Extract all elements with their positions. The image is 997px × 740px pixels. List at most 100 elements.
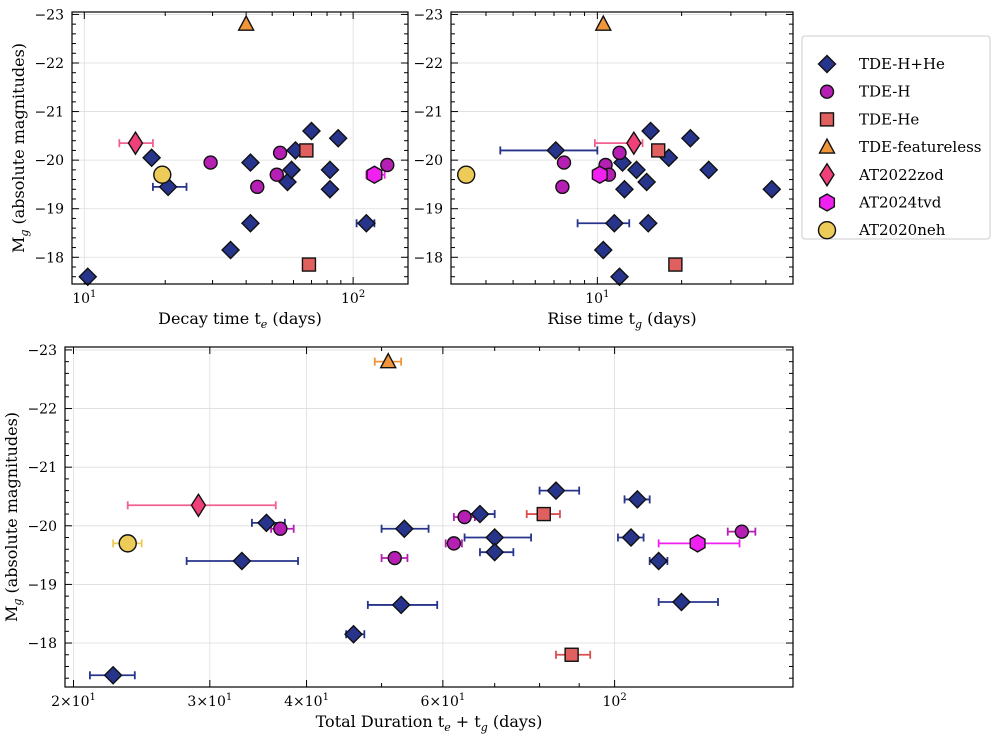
y-tick-label: −22 — [413, 56, 443, 72]
point-tde-h-he — [627, 489, 647, 509]
point-tde-h — [734, 524, 750, 539]
point-tde-h-he — [103, 665, 123, 685]
point-tde-h-he — [593, 240, 613, 260]
point-tde-h-he — [621, 528, 641, 548]
point-tde-h-he — [344, 624, 364, 644]
legend-label-at2020neh: AT2020neh — [858, 221, 946, 239]
point-at2024tvd — [366, 165, 383, 185]
y-tick-label: −22 — [34, 56, 64, 72]
y-tick-label: −18 — [34, 250, 64, 266]
y-tick-label: −22 — [27, 402, 57, 418]
legend-frame — [801, 35, 991, 240]
point-tde-h-he — [282, 160, 302, 180]
point-tde-h-he — [394, 519, 414, 539]
point-at2022zod — [626, 130, 642, 156]
point-tde-h-he — [301, 121, 321, 141]
x-tick-label: 101 — [585, 289, 609, 307]
legend-marker-at2020neh — [817, 220, 837, 240]
point-tde-h-he — [671, 592, 691, 612]
y-tick-label: −21 — [27, 460, 57, 476]
point-tde-h — [457, 509, 472, 525]
legend-marker-tde-featureless — [818, 137, 836, 154]
point-tde-h-he — [641, 121, 661, 141]
point-tde-he — [651, 143, 666, 158]
y-tick-label: −19 — [413, 202, 443, 218]
y-tick-label: −23 — [34, 7, 64, 23]
point-tde-h-he — [546, 481, 566, 501]
y-tick-label: −18 — [27, 636, 57, 652]
x-tick-label: 4×101 — [284, 692, 329, 710]
y-tick-label: −21 — [413, 105, 443, 121]
point-tde-h-he — [470, 504, 490, 524]
y-tick-label: −19 — [34, 202, 64, 218]
point-tde-he — [536, 506, 551, 522]
legend-marker-tde-h — [819, 84, 835, 99]
y-axis-label: Mg (absolute magnitudes) — [2, 412, 24, 622]
point-tde-he — [299, 143, 314, 158]
point-tde-h-he — [78, 267, 98, 287]
point-tde-h-he — [546, 140, 566, 160]
point-tde-h-he — [142, 148, 162, 168]
plot-frame — [64, 346, 794, 688]
x-axis-label: Decay time te (days) — [158, 309, 322, 331]
legend-label-at2024tvd: AT2024tvd — [858, 194, 942, 212]
legend-label-tde-h-he: TDE-H+He — [859, 55, 945, 73]
point-tde-h-he — [649, 551, 669, 571]
point-at2020neh — [457, 165, 476, 184]
point-tde-h-he — [240, 153, 260, 173]
x-tick-label: 102 — [341, 289, 365, 307]
plot-frame — [450, 11, 794, 285]
total-duration-panel: −18 −19 −20 −21 −22 −23 2×101 3×101 4×101 6×101 10… — [2, 343, 794, 734]
x-tick-label: 6×101 — [420, 692, 465, 710]
rise-time-panel: −18 −19 −20 −21 −22 −23 101 Rise time tg (days) — [413, 7, 794, 331]
point-tde-h — [272, 145, 288, 161]
x-tick-label: 3×101 — [187, 692, 232, 710]
y-tick-label: −19 — [27, 577, 57, 593]
point-tde-h-he — [356, 213, 376, 233]
point-tde-h — [556, 155, 572, 170]
point-tde-h-he — [485, 542, 505, 562]
y-tick-label: −21 — [34, 105, 64, 121]
x-axis-label: Rise time tg (days) — [547, 309, 696, 331]
point-tde-h-he — [637, 172, 657, 192]
point-tde-h — [387, 550, 402, 566]
point-tde-he — [301, 257, 317, 272]
point-tde-h-he — [638, 213, 658, 233]
legend-label-tde-featureless: TDE-featureless — [859, 138, 982, 156]
point-tde-h — [555, 179, 570, 195]
y-tick-label: −18 — [413, 250, 443, 266]
point-tde-featureless — [237, 14, 255, 31]
y-tick-label: −20 — [413, 153, 443, 169]
legend-marker-at2024tvd — [818, 193, 836, 212]
legend-marker-tde-h-he — [817, 54, 837, 74]
point-tde-h — [273, 521, 288, 536]
point-at2022zod — [127, 130, 144, 156]
point-tde-h-he — [762, 179, 782, 199]
point-tde-he — [564, 647, 579, 662]
y-axis-label: Mg (absolute magnitudes) — [9, 43, 31, 253]
point-at2022zod — [190, 492, 207, 518]
legend: TDE-H+He TDE-H TDE-He TDE-featureless AT2022… — [801, 35, 991, 240]
point-tde-h — [380, 157, 395, 173]
legend-label-at2022zod: AT2022zod — [858, 166, 944, 184]
point-tde-h-he — [328, 128, 348, 148]
y-tick-label: −23 — [27, 343, 57, 359]
x-tick-label: 102 — [603, 692, 627, 710]
point-at2024tvd — [689, 534, 706, 553]
point-at2020neh — [153, 165, 172, 184]
point-tde-h-he — [240, 213, 260, 233]
point-tde-h-he — [391, 595, 411, 615]
point-tde-h-he — [320, 160, 340, 180]
point-tde-h — [612, 145, 627, 161]
legend-label-tde-h: TDE-H — [859, 83, 910, 101]
point-tde-h — [250, 179, 265, 195]
point-tde-featureless — [379, 352, 397, 369]
point-tde-h-he — [604, 213, 624, 233]
point-tde-h-he — [627, 160, 646, 180]
point-tde-h-he — [320, 179, 340, 199]
point-tde-h-he — [680, 128, 700, 148]
point-tde-h-he — [614, 179, 634, 199]
point-tde-h-he — [610, 267, 630, 287]
point-tde-h-he — [256, 513, 276, 533]
